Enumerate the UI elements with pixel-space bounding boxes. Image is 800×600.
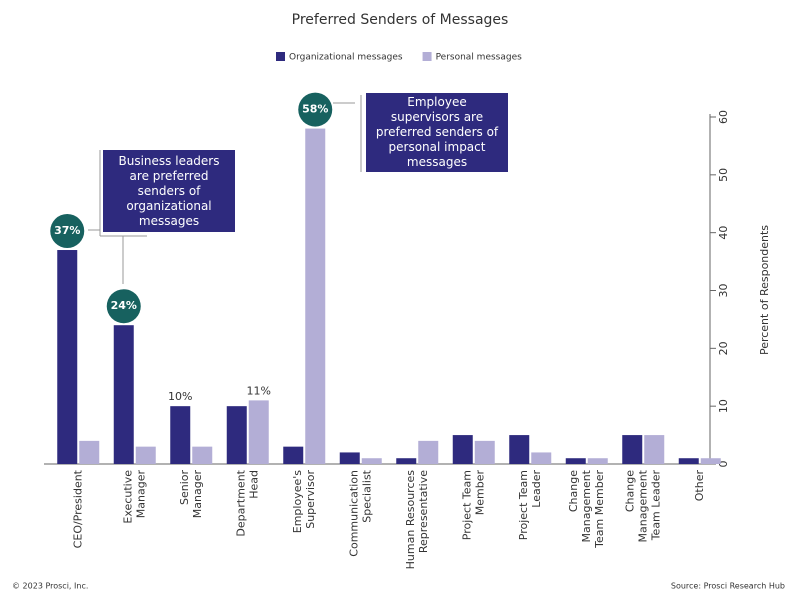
x-tick-label: Employee'sSupervisor xyxy=(291,470,317,534)
bar xyxy=(283,446,304,464)
bar xyxy=(305,128,326,465)
bar xyxy=(226,406,247,464)
annotation-text: Employee supervisors are preferred sende… xyxy=(375,95,499,169)
value-label: 10% xyxy=(168,390,192,403)
bar xyxy=(57,250,78,464)
bar xyxy=(339,452,360,464)
y-axis-label: Percent of Respondents xyxy=(758,225,771,355)
bar xyxy=(644,435,665,464)
legend-swatch xyxy=(422,52,432,61)
x-tick-label: CEO/President xyxy=(71,469,84,548)
bar xyxy=(248,400,269,464)
x-tick-label: Project TeamMember xyxy=(460,470,486,541)
y-tick-label: 30 xyxy=(717,284,730,298)
x-tick-label: Human ResourcesRepresentative xyxy=(404,470,430,570)
bar xyxy=(452,435,473,464)
bar xyxy=(565,458,586,464)
value-label: 58% xyxy=(302,103,328,116)
annotation-1: Business leaders are preferred senders o… xyxy=(88,150,235,284)
label-badge xyxy=(106,289,141,324)
annotation-box xyxy=(366,93,508,172)
bar xyxy=(474,440,495,464)
copyright: © 2023 Prosci, Inc. xyxy=(12,582,88,591)
y-tick-label: 20 xyxy=(717,341,730,355)
x-tick-label: SeniorManager xyxy=(178,470,204,519)
bar xyxy=(418,440,439,464)
x-tick-label: ExecutiveManager xyxy=(121,470,147,524)
bar xyxy=(622,435,643,464)
x-tick-label: ChangeManagementTeam Member xyxy=(567,469,606,549)
label-badge xyxy=(50,214,85,249)
y-tick-label: 40 xyxy=(717,226,730,240)
x-tick-label: CommunicationSpecialist xyxy=(347,469,373,556)
y-tick-label: 10 xyxy=(717,399,730,413)
bar xyxy=(700,458,721,464)
y-tick-label: 0 xyxy=(717,461,730,468)
y-tick-label: 50 xyxy=(717,168,730,182)
bar xyxy=(678,458,699,464)
bar xyxy=(396,458,417,464)
source: Source: Prosci Research Hub xyxy=(671,582,785,591)
bar xyxy=(361,458,382,464)
legend-label: Organizational messages xyxy=(289,53,403,63)
annotation-box xyxy=(103,150,235,232)
label-badge xyxy=(298,92,333,127)
bar xyxy=(587,458,608,464)
bar xyxy=(170,406,191,464)
value-label: 11% xyxy=(247,384,271,397)
bar xyxy=(531,452,552,464)
bar xyxy=(79,440,100,464)
annotation-text: Business leaders are preferred senders o… xyxy=(118,153,220,228)
y-tick-label: 60 xyxy=(717,110,730,124)
bar xyxy=(509,435,530,464)
x-tick-label: Other xyxy=(693,470,706,502)
legend-swatch xyxy=(276,52,285,61)
x-tick-label: ChangeManagementTeam Leader xyxy=(623,469,662,542)
chart-title: Preferred Senders of Messages xyxy=(292,12,509,28)
legend-label: Personal messages xyxy=(436,53,523,63)
annotation-2: Employee supervisors are preferred sende… xyxy=(333,93,508,172)
bar xyxy=(113,325,134,464)
x-tick-label: Project TeamLeader xyxy=(517,470,543,541)
x-tick-label: DepartmentHead xyxy=(234,469,260,536)
value-label: 24% xyxy=(111,299,137,312)
value-label: 37% xyxy=(54,224,80,237)
bar xyxy=(135,446,156,464)
bar xyxy=(192,446,213,464)
